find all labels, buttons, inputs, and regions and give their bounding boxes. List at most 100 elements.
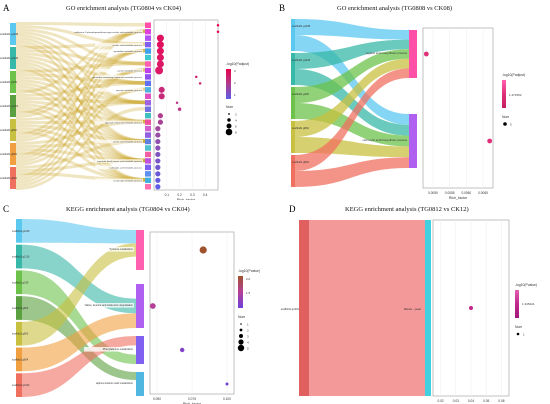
sankey-ribbon: [16, 34, 145, 105]
gene-node: [299, 220, 309, 396]
sankey-ribbon: [16, 68, 145, 163]
term-node: [145, 80, 151, 87]
term-node: [145, 35, 151, 41]
size-legend-dot: [227, 118, 231, 122]
gene-label: scaffold1.g804: [292, 160, 309, 164]
sankey-ribbon: [16, 28, 145, 66]
term-label-bg: [84, 381, 134, 386]
legend-tick: 5: [247, 347, 249, 351]
legend-tick: 1: [247, 323, 249, 327]
sankey-ribbon: [309, 220, 425, 396]
sankey-ribbon: [16, 29, 145, 136]
data-point: [149, 303, 156, 309]
sankey-ribbon: [22, 336, 136, 397]
term-node: [145, 151, 151, 158]
term-label-bg: [95, 120, 143, 125]
sankey-ribbon: [22, 270, 136, 364]
sankey-ribbon: [16, 87, 145, 166]
data-point: [155, 184, 161, 190]
gene-node: [10, 71, 16, 93]
gene-node: [16, 296, 22, 320]
data-point: [198, 82, 202, 85]
gene-node: [16, 321, 22, 346]
gene-label: scaffold1.g1168: [292, 24, 311, 28]
gene-label: scaffold1.g1301: [12, 384, 30, 387]
gene-label: scaffold1.g1136: [292, 58, 311, 62]
data-point: [216, 23, 220, 27]
term-label: Tyrosine metabolism: [109, 247, 133, 251]
term-label-bg: [95, 68, 143, 73]
gene-label: scaffold1.g1168: [12, 230, 30, 233]
term-node: [145, 61, 151, 67]
data-point: [156, 54, 164, 62]
term-node: [145, 93, 151, 100]
sankey-ribbon: [16, 48, 145, 118]
sankey-ribbon: [16, 97, 145, 105]
term-label: nucleic acid metabolic process: [112, 44, 143, 47]
panel-title: KEGG enrichment analysis (TG0804 vs CK04…: [66, 206, 190, 213]
x-axis-label: Rich_factor: [449, 196, 468, 200]
x-tick-label: 0.075: [188, 397, 196, 401]
data-point: [156, 41, 164, 49]
size-legend-dot: [228, 113, 230, 115]
term-label: glycosyl compound metabolic process: [105, 121, 143, 124]
sankey-ribbon: [16, 22, 145, 27]
term-node: [409, 114, 417, 168]
term-node: [145, 164, 151, 171]
gene-node: [10, 119, 16, 141]
sankey-bubble-chart: scaffold1.g1168 scaffold1.g1136 scaffold1.…: [0, 19, 249, 200]
data-point: [225, 382, 229, 386]
gene-label: scaffold1.g1301: [281, 307, 300, 311]
x-tick-label: 0.1: [165, 193, 170, 197]
legend-tick: 2: [235, 113, 237, 117]
term-label-bg: [95, 75, 143, 79]
term-label-bg: [95, 178, 143, 183]
x-axis-label: Rich_factor: [183, 402, 202, 404]
x-axis-label: Rich_factor: [177, 198, 196, 200]
term-label-bg: [95, 139, 143, 144]
term-node: [136, 336, 144, 364]
sankey-ribbon: [295, 39, 409, 69]
data-point: [155, 177, 161, 183]
data-point: [423, 51, 429, 57]
gene-label: scaffold1.g804: [12, 358, 29, 361]
sankey-bubble-chart: scaffold1.g1168 scaffold1.g1136 scaffold1.…: [12, 219, 260, 404]
term-label: alpha-Linolenic acid metabolism: [96, 381, 133, 385]
gene-node: [291, 87, 295, 119]
sankey-ribbon: [16, 81, 145, 97]
gene-label: scaffold1.g339: [0, 80, 17, 84]
sankey-ribbon: [295, 68, 409, 171]
term-node: [145, 132, 151, 138]
sankey-ribbon: [16, 58, 145, 124]
legend-tick: 2: [234, 81, 236, 85]
sankey-ribbon: [16, 127, 145, 163]
data-point: [155, 171, 161, 177]
legend-tick: 2: [247, 329, 249, 333]
term-node: [145, 48, 151, 54]
data-point: [155, 138, 161, 145]
x-tick-label: 0.0060: [461, 191, 471, 195]
data-point: [155, 145, 161, 151]
term-label: pyrimidine metabolic process: [114, 50, 143, 53]
term-label: isoflavone 4'-phosphopantetheine-type nu…: [74, 31, 143, 34]
term-node: [145, 177, 151, 184]
sankey-ribbon: [16, 68, 145, 142]
sankey-ribbon: [16, 109, 145, 182]
term-label-bg: [84, 303, 134, 308]
term-label: Phenylalanine metabolism: [103, 347, 133, 351]
gene-node: [291, 19, 295, 51]
sankey-ribbon: [295, 103, 409, 147]
size-legend-dot: [239, 334, 243, 338]
x-tick-label: 0.0050: [428, 191, 438, 195]
data-point: [155, 66, 164, 75]
sankey-ribbon: [16, 76, 145, 105]
sankey-ribbon: [16, 48, 145, 181]
term-node: [145, 54, 151, 61]
size-legend-dot: [238, 339, 244, 345]
size-legend-dot: [226, 123, 232, 129]
sankey-ribbon: [16, 29, 145, 157]
data-point: [155, 132, 161, 138]
sankey-ribbon: [16, 148, 145, 163]
data-point: [155, 126, 161, 132]
panel-title: GO enrichment analysis (TG0804 vs CK04): [66, 5, 181, 12]
